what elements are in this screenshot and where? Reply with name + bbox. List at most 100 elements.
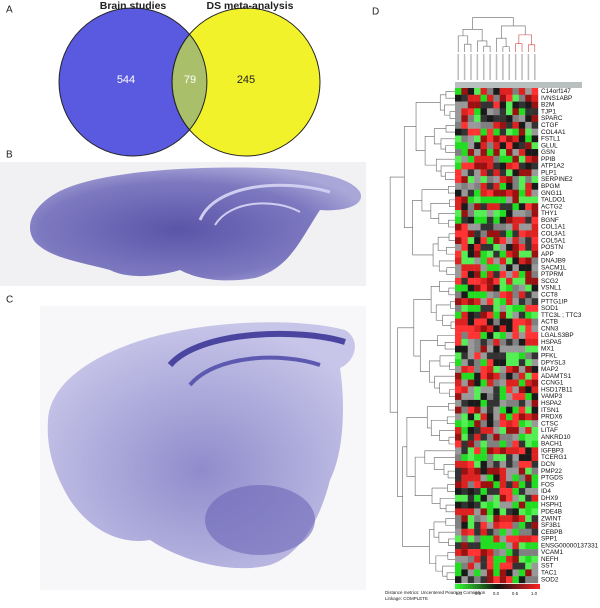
gene-label: SPARC	[541, 115, 563, 122]
heatmap-cell	[518, 467, 526, 475]
heatmap-cell	[499, 88, 507, 95]
heatmap-cell	[467, 115, 475, 123]
heatmap-cell	[512, 372, 520, 380]
heatmap-cell	[506, 298, 513, 306]
heatmap-cell	[512, 481, 520, 489]
heatmap-cell	[506, 549, 513, 557]
heatmap-cell	[518, 433, 526, 441]
column-dendrogram	[477, 40, 488, 52]
heatmap-cell	[531, 155, 539, 163]
heatmap-cell	[467, 94, 475, 102]
heatmap-cell	[531, 427, 539, 435]
heatmap-cell	[474, 223, 481, 231]
heatmap-cell	[474, 352, 481, 360]
heatmap-cell	[493, 576, 500, 584]
heatmap-cell	[455, 169, 462, 177]
row-dendrogram	[443, 464, 455, 475]
heatmap-cell	[480, 379, 488, 387]
heatmap-cell	[531, 257, 539, 265]
column-dendrogram	[472, 17, 514, 30]
heatmap-cell	[518, 359, 526, 367]
heatmap-cell	[531, 88, 539, 95]
heatmap-cell	[512, 393, 520, 401]
heatmap-cell	[518, 115, 526, 123]
row-dendrogram	[434, 375, 455, 389]
heatmap-cell	[474, 149, 481, 157]
heatmap-cell	[461, 243, 468, 251]
heatmap-cell	[467, 230, 475, 238]
heatmap-cell	[480, 298, 488, 306]
heatmap-cell	[474, 135, 481, 143]
heatmap-cell	[506, 318, 513, 326]
heatmap-cell	[512, 467, 520, 475]
heatmap-cell	[467, 515, 475, 523]
heatmap-cell	[467, 576, 475, 584]
heatmap-cell	[512, 386, 520, 394]
heatmap-cell	[480, 271, 488, 279]
heatmap-cell	[493, 189, 500, 197]
heatmap-cell	[467, 569, 475, 577]
heatmap-cell	[531, 338, 539, 346]
heatmap-cell	[467, 562, 475, 570]
heatmap-cell	[518, 515, 526, 523]
heatmap-cell	[480, 535, 488, 543]
heatmap-cell	[455, 467, 462, 475]
heatmap-cell	[486, 101, 494, 109]
heatmap-cell	[467, 325, 475, 333]
heatmap-cell	[455, 94, 462, 102]
heatmap-cell	[512, 203, 520, 211]
heatmap-cell	[506, 169, 513, 177]
heatmap-cell	[506, 149, 513, 157]
heatmap-cell	[499, 393, 507, 401]
heatmap-cell	[461, 494, 468, 502]
heatmap-cell	[467, 135, 475, 143]
heatmap-cell	[518, 528, 526, 536]
heatmap-cell	[493, 108, 500, 116]
row-dendrogram	[446, 416, 455, 424]
gene-label: SOD2	[541, 576, 559, 583]
row-dendrogram	[440, 138, 455, 150]
heatmap-cell	[486, 223, 494, 231]
heatmap-cell	[461, 420, 468, 428]
heatmap-cell	[525, 501, 532, 509]
row-dendrogram	[429, 529, 436, 564]
heatmap-cell	[499, 359, 507, 367]
heatmap-cell	[506, 379, 513, 387]
heatmap-cell	[499, 182, 507, 190]
heatmap-cell	[474, 318, 481, 326]
heatmap-cell	[493, 467, 500, 475]
heatmap-cell	[455, 501, 462, 509]
heatmap-cell	[493, 535, 500, 543]
heatmap-cell	[512, 94, 520, 102]
heatmap-cell	[486, 243, 494, 251]
heatmap-cell	[467, 284, 475, 292]
heatmap-cell	[461, 182, 468, 190]
heatmap-cell	[506, 399, 513, 407]
heatmap-cell	[480, 447, 488, 455]
gene-label: CCNG1	[541, 380, 564, 387]
heatmap-cell	[518, 413, 526, 421]
heatmap-cell	[512, 528, 520, 536]
heatmap-cell	[455, 142, 462, 150]
heatmap-cell	[474, 115, 481, 123]
gene-label: PRDX6	[541, 414, 563, 421]
heatmap-cell	[474, 304, 481, 312]
row-dendrogram	[412, 200, 434, 256]
row-dendrogram	[438, 260, 455, 272]
heatmap-cell	[512, 474, 520, 482]
heatmap-cell	[474, 277, 481, 285]
heatmap-cell	[512, 108, 520, 116]
heatmap-cell	[455, 521, 462, 529]
heatmap-cell	[493, 562, 500, 570]
heatmap-cell	[525, 481, 532, 489]
heatmap-cell	[474, 101, 481, 109]
gene-label: ENSG00000137331	[541, 542, 599, 549]
heatmap-cell	[506, 440, 513, 448]
heatmap-cell	[512, 135, 520, 143]
heatmap-cell	[525, 284, 532, 292]
row-dendrogram	[432, 243, 440, 267]
heatmap-cell	[518, 549, 526, 557]
heatmap-cell	[518, 223, 526, 231]
gene-label: PTPRM	[541, 271, 563, 278]
heatmap-cell	[525, 155, 532, 163]
